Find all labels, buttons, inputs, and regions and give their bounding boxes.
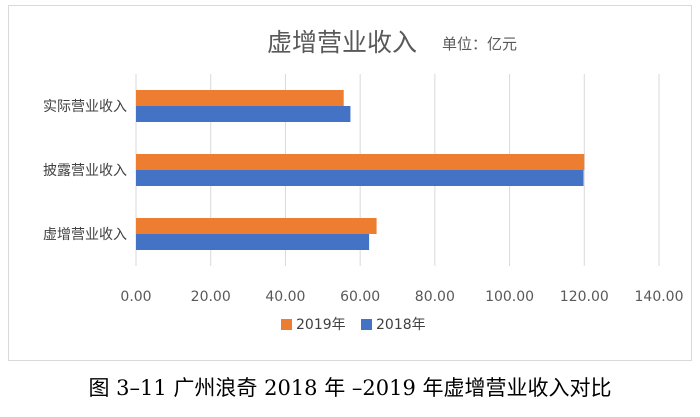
chart-area: 虚增营业收入 单位：亿元 实际营业收入 披露营业收入 虚增营业收入 0.00 20.0… (8, 5, 692, 361)
x-axis-ticks: 0.00 20.00 40.00 60.00 80.00 100.00 120.00 140.… (120, 289, 683, 305)
bar-2019年-2 (136, 218, 377, 234)
x-tick-label-6: 120.00 (560, 289, 609, 305)
legend-swatch-1 (361, 319, 372, 330)
chart-unit-label: 单位：亿元 (442, 35, 517, 53)
legend-label-0: 2019年 (296, 317, 346, 333)
category-label-2: 虚增营业收入 (43, 227, 127, 243)
x-tick-label-7: 140.00 (635, 289, 684, 305)
legend-label-1: 2018年 (376, 317, 426, 333)
figure-caption: 图 3–11 广州浪奇 2018 年 –2019 年虚增营业收入对比 (88, 376, 612, 400)
legend-swatch-0 (281, 319, 292, 330)
bar-2019年-1 (136, 154, 585, 170)
category-label-1: 披露营业收入 (43, 163, 127, 179)
legend: 2019年 2018年 (281, 317, 426, 333)
x-tick-label-0: 0.00 (120, 289, 151, 305)
bar-2018年-2 (136, 234, 370, 250)
x-tick-label-3: 60.00 (340, 289, 380, 305)
x-tick-label-1: 20.00 (191, 289, 231, 305)
x-tick-label-2: 40.00 (265, 289, 305, 305)
bar-2018年-0 (136, 106, 351, 122)
bar-2018年-1 (136, 170, 584, 186)
x-tick-label-5: 100.00 (485, 289, 534, 305)
category-label-0: 实际营业收入 (43, 99, 127, 115)
bars (136, 90, 585, 250)
bar-2019年-0 (136, 90, 344, 106)
chart-title: 虚增营业收入 (267, 28, 417, 57)
x-tick-label-4: 80.00 (415, 289, 455, 305)
